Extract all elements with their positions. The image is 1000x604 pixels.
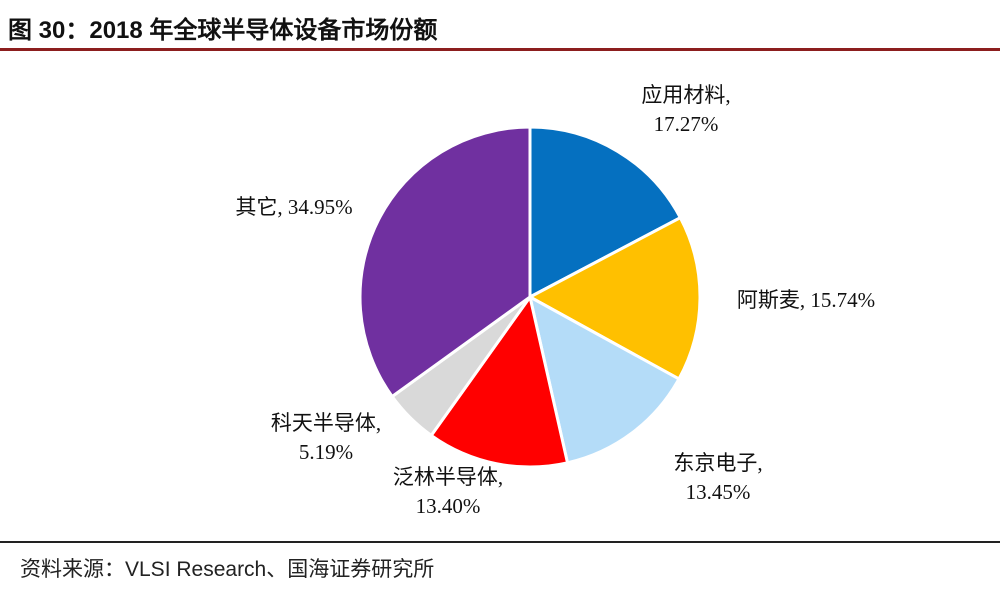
chart-title: 图 30：2018 年全球半导体设备市场份额	[8, 17, 438, 44]
pie-slice-1	[528, 125, 682, 299]
slice-label-6: 其它, 34.95%	[235, 195, 352, 219]
slice-label-5: 科天半导体, 5.19%	[271, 411, 381, 464]
slice-label-4: 泛林半导体, 13.40%	[393, 465, 503, 518]
slice-label-1: 应用材料, 17.27%	[641, 83, 730, 136]
slice-label-2: 阿斯麦, 15.74%	[737, 288, 875, 312]
pie-labels: 应用材料, 17.27% 阿斯麦, 15.74% 东京电子, 13.45% 泛林半导体, 1…	[235, 83, 875, 518]
source-note: 资料来源：VLSI Research、国海证券研究所	[20, 558, 435, 581]
header: 图 30：2018 年全球半导体设备市场份额	[0, 0, 1000, 52]
pie-chart: 应用材料, 17.27% 阿斯麦, 15.74% 东京电子, 13.45% 泛林半导体, 1…	[235, 83, 875, 518]
pie-slice-3	[528, 295, 681, 465]
pie-slices	[358, 125, 702, 469]
slice-label-3: 东京电子, 13.45%	[673, 451, 762, 504]
source-rule	[0, 541, 1000, 543]
pie-slice-4	[429, 295, 569, 469]
title-rule	[0, 48, 1000, 51]
pie-slice-6	[358, 125, 532, 398]
pie-slice-2	[528, 216, 702, 381]
